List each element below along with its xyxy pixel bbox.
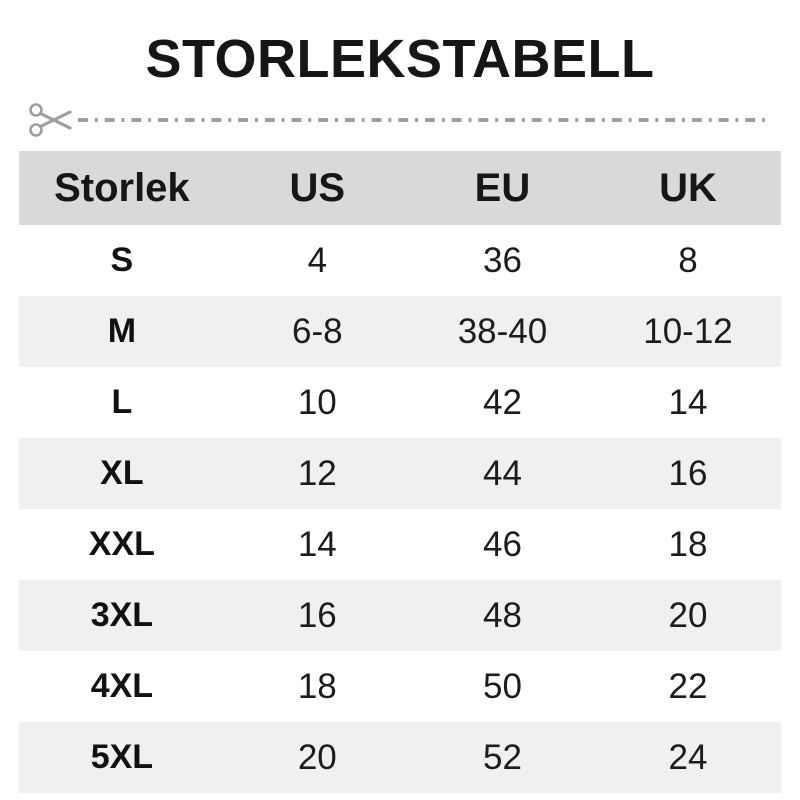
col-header-eu: EU — [474, 165, 531, 210]
col-header-uk: UK — [659, 165, 717, 210]
table-row-m: M 6-8 38-40 10-12 — [19, 296, 781, 368]
size-label: XXL — [88, 525, 155, 564]
size-label: XL — [100, 454, 144, 493]
us-value: 6-8 — [292, 311, 343, 351]
us-value: 4 — [307, 240, 328, 280]
us-value: 16 — [297, 595, 337, 635]
us-value: 10 — [297, 382, 337, 422]
uk-value: 8 — [678, 240, 698, 280]
table-row-4xl: 4XL 18 50 22 — [19, 651, 781, 723]
eu-value: 52 — [483, 737, 522, 777]
uk-value: 20 — [668, 595, 708, 635]
table-row-l: L 10 42 14 — [19, 367, 781, 439]
size-label: L — [111, 383, 133, 422]
uk-value: 14 — [668, 382, 708, 422]
size-label: S — [110, 241, 134, 280]
page-title: STORLEKSTABELL — [145, 29, 655, 89]
eu-value: 36 — [483, 240, 522, 280]
size-label: 5XL — [90, 738, 154, 777]
eu-value: 44 — [483, 453, 522, 493]
us-value: 18 — [297, 666, 337, 706]
eu-value: 46 — [483, 524, 522, 564]
size-table: Storlek US EU UK S 4 36 8 M 6-8 38-40 10… — [19, 151, 781, 794]
uk-value: 16 — [668, 453, 708, 493]
eu-value: 48 — [483, 595, 522, 635]
eu-value: 42 — [483, 382, 522, 422]
uk-value: 18 — [668, 524, 708, 564]
table-row-s: S 4 36 8 — [19, 225, 781, 297]
us-value: 20 — [297, 737, 337, 777]
uk-value: 10-12 — [643, 311, 733, 351]
col-header-us: US — [289, 165, 346, 210]
eu-value: 38-40 — [457, 311, 548, 351]
cut-line — [28, 99, 770, 141]
us-value: 12 — [297, 453, 337, 493]
scissors-icon — [29, 103, 72, 138]
uk-value: 24 — [668, 737, 708, 777]
table-row-xl: XL 12 44 16 — [19, 438, 781, 510]
eu-value: 50 — [483, 666, 522, 706]
table-row-5xl: 5XL 20 52 24 — [19, 722, 781, 794]
table-row-3xl: 3XL 16 48 20 — [19, 580, 781, 652]
dashed-line — [78, 118, 770, 123]
table-header-row: Storlek US EU UK — [19, 151, 781, 226]
col-header-storlek: Storlek — [54, 165, 190, 210]
size-label: 4XL — [90, 667, 154, 706]
size-label: M — [107, 312, 137, 351]
uk-value: 22 — [668, 666, 708, 706]
size-label: 3XL — [90, 596, 154, 635]
us-value: 14 — [297, 524, 337, 564]
table-row-xxl: XXL 14 46 18 — [19, 509, 781, 581]
